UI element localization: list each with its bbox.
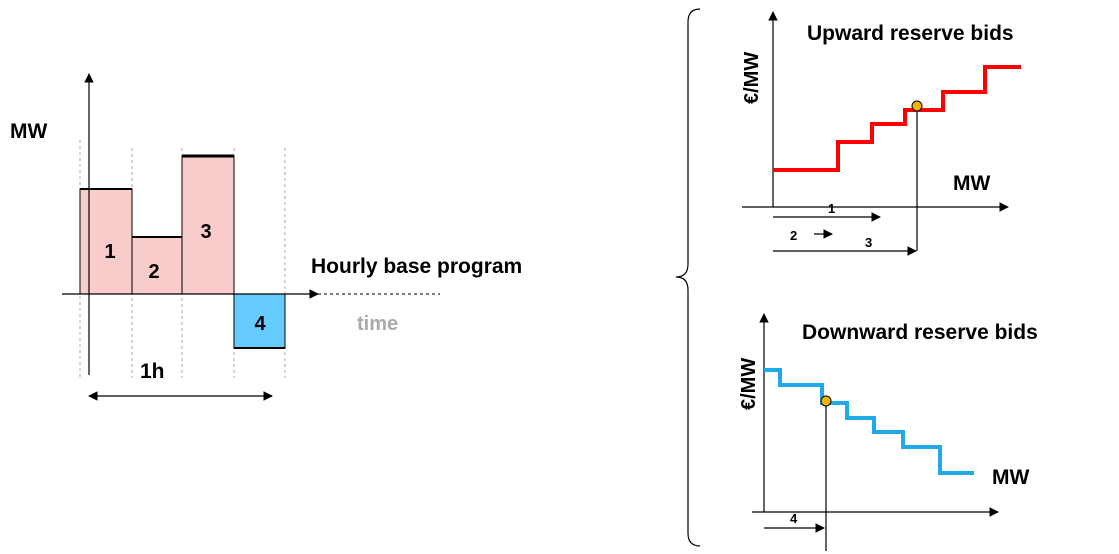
upward-arrow-label-2: 2	[790, 228, 797, 243]
upward-y-axis-label: €/MW	[741, 52, 763, 104]
downward-reserve-panel: 4 Downward reserve bids MW €/MW	[738, 313, 1038, 551]
block-label-1: 1	[104, 241, 115, 263]
y-axis-label: MW	[10, 120, 47, 143]
upward-reserve-panel: 1 2 3 Upward reserve bids MW €/MW	[741, 11, 1021, 256]
block-2: 2	[131, 236, 183, 295]
curly-brace	[675, 8, 701, 547]
block-1: 1	[79, 188, 133, 295]
block-4: 4	[233, 293, 286, 349]
upward-arrow-label-3: 3	[865, 235, 872, 250]
upward-arrow-label-1: 1	[828, 201, 835, 216]
downward-title: Downward reserve bids	[802, 321, 1038, 344]
x-axis-label: time	[357, 313, 398, 335]
duration-label: 1h	[140, 360, 165, 383]
upward-x-axis-label: MW	[953, 172, 990, 195]
block-3: 3	[181, 154, 235, 295]
downward-y-axis-label: €/MW	[738, 358, 760, 410]
block-label-2: 2	[148, 261, 159, 283]
downward-arrow-label-4: 4	[790, 511, 798, 526]
downward-clearing-marker	[820, 395, 832, 407]
upward-bid-curve	[773, 65, 1021, 172]
upward-clearing-marker	[911, 100, 923, 112]
program-label: Hourly base program	[311, 255, 522, 278]
base-program-panel: 1 2 3 4 MW Hourly base program time 1h	[10, 73, 522, 401]
block-label-4: 4	[254, 313, 266, 335]
downward-bid-curve	[764, 368, 974, 475]
block-label-3: 3	[200, 221, 211, 243]
upward-title: Upward reserve bids	[807, 22, 1014, 45]
downward-x-axis-label: MW	[992, 466, 1029, 489]
